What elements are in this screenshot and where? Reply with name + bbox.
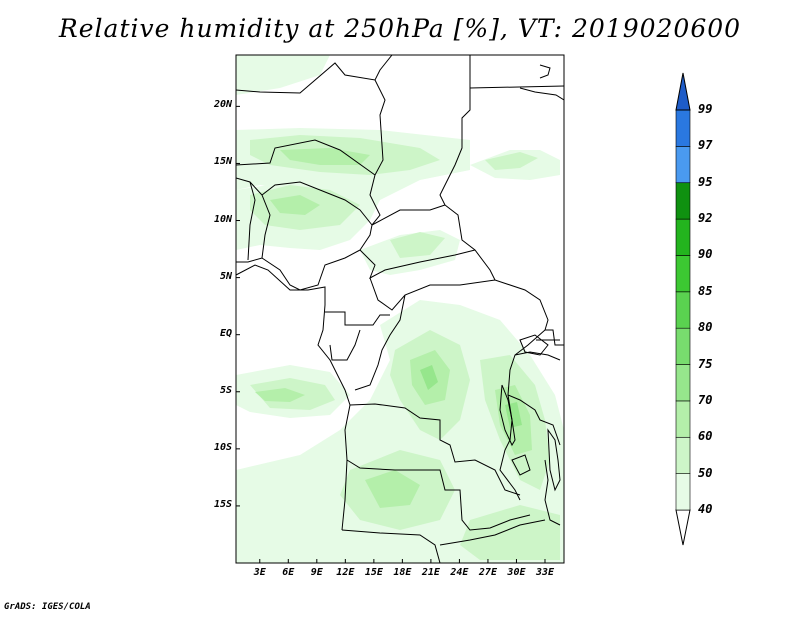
lon-label: 18E: [393, 567, 412, 578]
colorbar-level-label: 75: [698, 356, 713, 371]
colorbar-level-label: 60: [698, 429, 713, 444]
colorbar-swatch: [675, 364, 691, 402]
lat-label: 5S: [219, 384, 232, 396]
lon-label: 12E: [336, 567, 355, 578]
colorbar: [675, 72, 691, 546]
lon-label: 9E: [310, 567, 323, 578]
colorbar-swatch: [675, 473, 691, 511]
credit-text: GrADS: IGES/COLA: [4, 602, 91, 612]
lon-label: 27E: [478, 567, 497, 578]
humidity-field: [236, 55, 564, 563]
colorbar-swatch: [675, 182, 691, 220]
lat-label: 10N: [213, 213, 232, 225]
map-title: Relative humidity at 250hPa [%], VT: 201…: [58, 14, 742, 43]
colorbar-level-label: 90: [698, 247, 713, 262]
lon-label: 33E: [535, 567, 555, 578]
lon-label: 15E: [364, 567, 383, 578]
lat-label: 5N: [219, 270, 232, 282]
colorbar-swatch: [675, 291, 691, 329]
colorbar-level-label: 92: [698, 211, 713, 226]
colorbar-swatch: [675, 255, 691, 293]
map-frame: [235, 54, 565, 564]
colorbar-level-label: 40: [698, 502, 713, 516]
colorbar-swatch: [675, 218, 691, 256]
colorbar-swatch: [675, 436, 691, 474]
lon-label: 30E: [507, 567, 526, 578]
colorbar-level-label: 70: [698, 392, 713, 407]
colorbar-high-arrow: [675, 72, 691, 111]
colorbar-low-arrow: [675, 509, 691, 546]
colorbar-swatch: [675, 400, 691, 438]
colorbar-level-label: 80: [698, 320, 713, 335]
colorbar-level-label: 85: [698, 283, 713, 298]
colorbar-level-label: 95: [698, 174, 713, 189]
colorbar-swatch: [675, 109, 691, 147]
colorbar-swatch: [675, 327, 691, 365]
lat-label: 10S: [213, 441, 232, 453]
colorbar-level-label: 97: [698, 138, 713, 153]
lat-label: 15S: [213, 498, 232, 510]
axis-ticks: [236, 105, 546, 563]
colorbar-level-label: 99: [698, 102, 713, 116]
lat-label: 20N: [213, 99, 232, 111]
lon-label: 3E: [253, 567, 266, 578]
colorbar-level-label: 50: [698, 465, 713, 480]
colorbar-swatch: [675, 146, 691, 184]
country-borders: [236, 55, 564, 563]
lon-label: 24E: [450, 567, 469, 578]
lat-label: 15N: [213, 156, 232, 168]
lon-label: 21E: [421, 567, 440, 578]
lon-label: 6E: [282, 567, 295, 578]
lat-label: EQ: [219, 327, 232, 339]
